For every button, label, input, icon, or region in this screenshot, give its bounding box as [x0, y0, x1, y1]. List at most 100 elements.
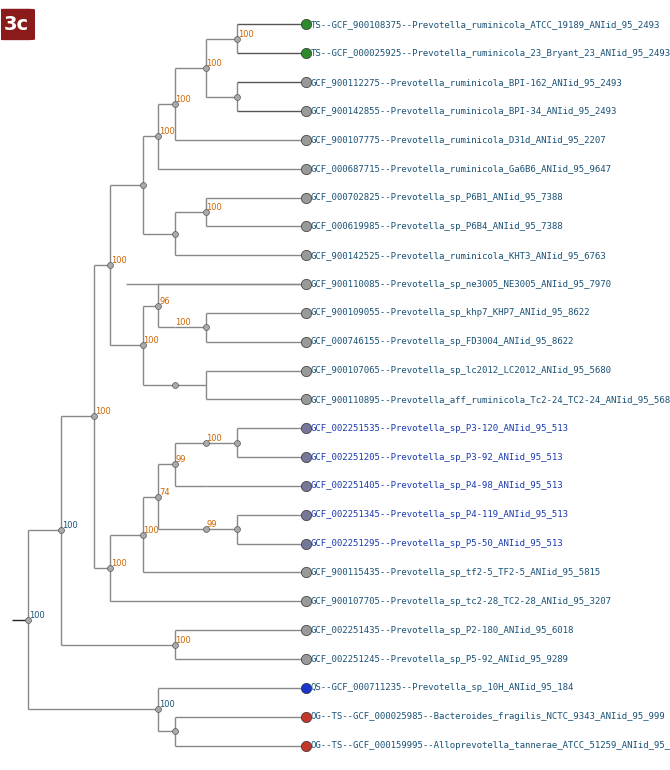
Text: 100: 100	[111, 256, 127, 265]
FancyBboxPatch shape	[0, 9, 34, 39]
Text: 99: 99	[176, 455, 186, 464]
Point	[301, 47, 312, 59]
Point	[89, 410, 100, 423]
Point	[153, 300, 164, 312]
Point	[301, 595, 312, 608]
Text: 100: 100	[111, 559, 127, 567]
Text: GCF_900115435--Prevotella_sp_tf2-5_TF2-5_ANIid_95_5815: GCF_900115435--Prevotella_sp_tf2-5_TF2-5…	[311, 568, 601, 577]
Point	[232, 437, 243, 449]
Text: 100: 100	[176, 95, 191, 104]
Point	[301, 364, 312, 377]
Text: 100: 100	[176, 635, 191, 644]
Text: 100: 100	[159, 127, 175, 136]
Text: GCF_002251245--Prevotella_sp_P5-92_ANIid_95_9289: GCF_002251245--Prevotella_sp_P5-92_ANIid…	[311, 654, 569, 664]
Text: 100: 100	[206, 203, 222, 212]
Point	[301, 105, 312, 117]
Point	[301, 134, 312, 146]
Text: GCF_900107775--Prevotella_ruminicola_D31d_ANIid_95_2207: GCF_900107775--Prevotella_ruminicola_D31…	[311, 136, 606, 144]
Point	[301, 624, 312, 636]
Text: QS--GCF_000711235--Prevotella_sp_10H_ANIid_95_184: QS--GCF_000711235--Prevotella_sp_10H_ANI…	[311, 683, 574, 692]
Point	[200, 437, 211, 449]
Text: GCF_002251405--Prevotella_sp_P4-98_ANIid_95_513: GCF_002251405--Prevotella_sp_P4-98_ANIid…	[311, 481, 563, 490]
Point	[153, 703, 164, 715]
Text: GCF_002251535--Prevotella_sp_P3-120_ANIid_95_513: GCF_002251535--Prevotella_sp_P3-120_ANIi…	[311, 424, 569, 433]
Text: 100: 100	[143, 526, 159, 534]
Text: GCF_900142525--Prevotella_ruminicola_KHT3_ANIid_95_6763: GCF_900142525--Prevotella_ruminicola_KHT…	[311, 251, 606, 259]
Text: GCF_900142855--Prevotella_ruminicola_BPI-34_ANIid_95_2493: GCF_900142855--Prevotella_ruminicola_BPI…	[311, 106, 617, 115]
Point	[137, 339, 148, 351]
Point	[105, 561, 116, 574]
Point	[301, 220, 312, 233]
Text: GCF_002251295--Prevotella_sp_P5-50_ANIid_95_513: GCF_002251295--Prevotella_sp_P5-50_ANIid…	[311, 539, 563, 548]
Point	[301, 653, 312, 665]
Text: GCF_002251435--Prevotella_sp_P2-180_ANIid_95_6018: GCF_002251435--Prevotella_sp_P2-180_ANIi…	[311, 626, 574, 634]
Point	[200, 62, 211, 74]
Point	[301, 336, 312, 348]
Text: OG--TS--GCF_000159995--Alloprevotella_tannerae_ATCC_51259_ANIid_95_6910: OG--TS--GCF_000159995--Alloprevotella_ta…	[311, 741, 670, 750]
Point	[301, 393, 312, 406]
Point	[137, 528, 148, 541]
Text: OG--TS--GCF_000025985--Bacteroides_fragilis_NCTC_9343_ANIid_95_999: OG--TS--GCF_000025985--Bacteroides_fragi…	[311, 712, 665, 721]
Point	[301, 711, 312, 723]
Text: 100: 100	[143, 336, 159, 345]
Point	[301, 422, 312, 434]
Text: GCF_900110085--Prevotella_sp_ne3005_NE3005_ANIid_95_7970: GCF_900110085--Prevotella_sp_ne3005_NE30…	[311, 280, 612, 289]
Point	[170, 379, 180, 391]
Text: GCF_900109055--Prevotella_sp_khp7_KHP7_ANIid_95_8622: GCF_900109055--Prevotella_sp_khp7_KHP7_A…	[311, 309, 590, 317]
Point	[200, 206, 211, 218]
Point	[200, 321, 211, 333]
Text: GCF_000746155--Prevotella_sp_FD3004_ANIid_95_8622: GCF_000746155--Prevotella_sp_FD3004_ANIi…	[311, 337, 574, 346]
Point	[301, 681, 312, 694]
Point	[170, 227, 180, 239]
Text: 100: 100	[95, 407, 111, 417]
Point	[153, 130, 164, 142]
Text: GCF_000619985--Prevotella_sp_P6B4_ANIid_95_7388: GCF_000619985--Prevotella_sp_P6B4_ANIid_…	[311, 222, 563, 231]
Point	[23, 614, 34, 626]
Text: GCF_002251205--Prevotella_sp_P3-92_ANIid_95_513: GCF_002251205--Prevotella_sp_P3-92_ANIid…	[311, 453, 563, 461]
Text: 100: 100	[238, 30, 254, 38]
Text: 100: 100	[62, 521, 78, 531]
Text: GCF_000687715--Prevotella_ruminicola_Ga6B6_ANIid_95_9647: GCF_000687715--Prevotella_ruminicola_Ga6…	[311, 164, 612, 173]
Point	[301, 18, 312, 31]
Point	[56, 524, 66, 537]
Point	[301, 739, 312, 752]
Point	[301, 192, 312, 204]
Text: GCF_000702825--Prevotella_sp_P6B1_ANIid_95_7388: GCF_000702825--Prevotella_sp_P6B1_ANIid_…	[311, 193, 563, 202]
Text: 100: 100	[29, 611, 44, 620]
Point	[301, 451, 312, 464]
Point	[301, 249, 312, 261]
Text: 74: 74	[159, 487, 170, 497]
Point	[232, 523, 243, 535]
Point	[301, 480, 312, 492]
Point	[301, 566, 312, 578]
Point	[232, 90, 243, 102]
Text: 100: 100	[159, 701, 175, 709]
Text: 3c: 3c	[3, 15, 29, 34]
Point	[105, 259, 116, 271]
Text: 100: 100	[206, 434, 222, 443]
Text: GCF_002251345--Prevotella_sp_P4-119_ANIid_95_513: GCF_002251345--Prevotella_sp_P4-119_ANIi…	[311, 511, 569, 519]
Point	[232, 32, 243, 45]
Point	[200, 523, 211, 535]
Text: 100: 100	[176, 318, 191, 327]
Text: TS--GCF_000025925--Prevotella_ruminicola_23_Bryant_23_ANIid_95_2493: TS--GCF_000025925--Prevotella_ruminicola…	[311, 49, 670, 58]
Point	[301, 509, 312, 521]
Point	[170, 98, 180, 110]
Point	[170, 458, 180, 470]
Text: GCF_900107705--Prevotella_sp_tc2-28_TC2-28_ANIid_95_3207: GCF_900107705--Prevotella_sp_tc2-28_TC2-…	[311, 597, 612, 606]
Point	[153, 490, 164, 503]
Text: TS--GCF_900108375--Prevotella_ruminicola_ATCC_19189_ANIid_95_2493: TS--GCF_900108375--Prevotella_ruminicola…	[311, 20, 660, 29]
Text: 96: 96	[159, 296, 170, 306]
Text: GCF_900112275--Prevotella_ruminicola_BPI-162_ANIid_95_2493: GCF_900112275--Prevotella_ruminicola_BPI…	[311, 78, 622, 87]
Text: 100: 100	[206, 59, 222, 68]
Point	[170, 638, 180, 651]
Point	[301, 162, 312, 175]
Point	[301, 76, 312, 89]
Text: GCF_900110895--Prevotella_aff_ruminicola_Tc2-24_TC2-24_ANIid_95_5680: GCF_900110895--Prevotella_aff_ruminicola…	[311, 395, 670, 404]
Point	[301, 306, 312, 319]
Text: GCF_900107065--Prevotella_sp_lc2012_LC2012_ANIid_95_5680: GCF_900107065--Prevotella_sp_lc2012_LC20…	[311, 366, 612, 375]
Text: 99: 99	[206, 521, 217, 529]
Point	[301, 278, 312, 290]
Point	[170, 725, 180, 738]
Point	[137, 179, 148, 191]
